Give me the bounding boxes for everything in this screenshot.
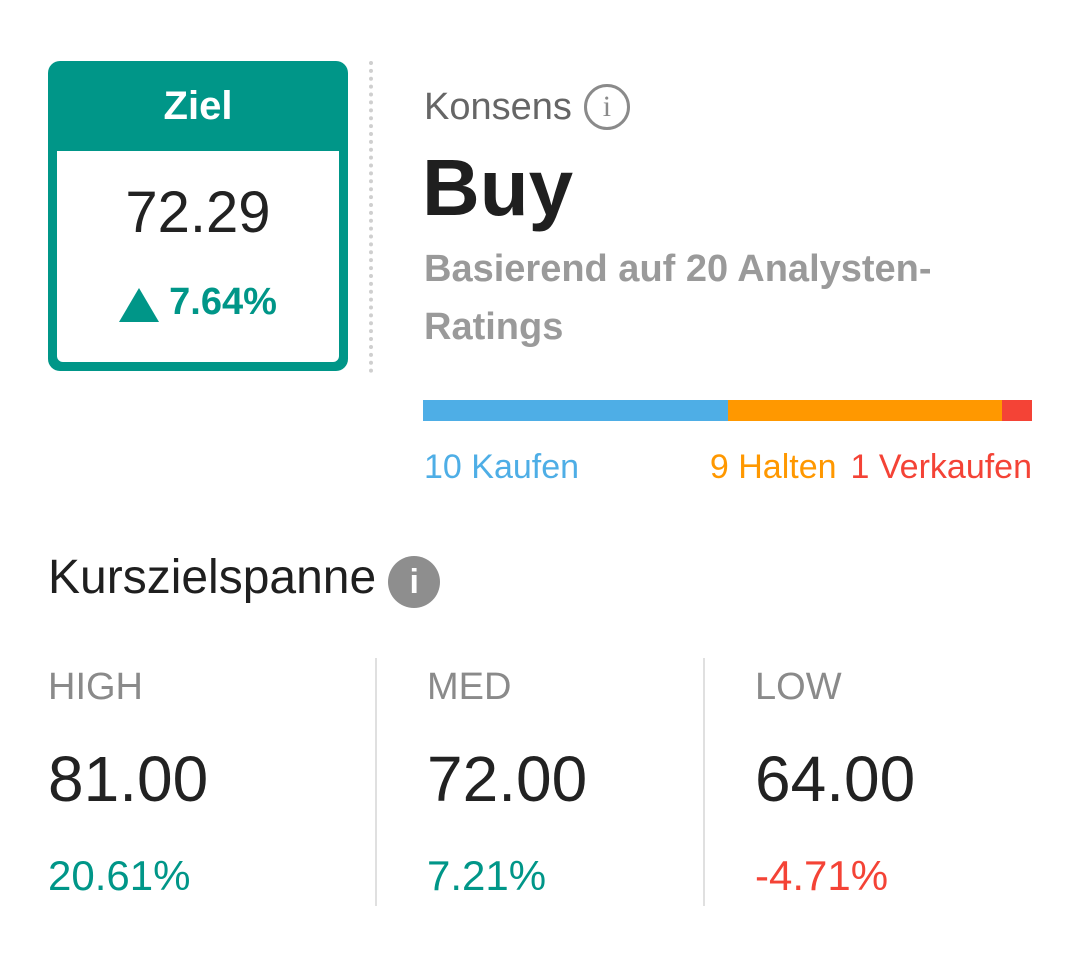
range-percent: 7.21% [427,852,547,899]
rating-bar-buy [423,400,728,421]
price-range-title: Kurszielspanne i [48,546,441,608]
legend-sell: 1 Verkaufen [850,448,1032,486]
range-percent: 20.61% [48,852,191,899]
target-header: Ziel [163,83,233,128]
rating-bar-sell [1001,400,1032,421]
range-column-low: LOW 64.00 -4.71% [703,658,1035,906]
consensus-subtitle: Basierend auf 20 Analysten-Ratings [424,248,932,348]
range-label: HIGH [48,666,143,708]
dotted-divider [369,61,373,373]
target-value: 72.29 [125,180,271,245]
range-value: 72.00 [427,743,588,815]
triangle-up-icon [119,287,160,322]
target-change-value: 7.64% [169,281,277,323]
range-column-high: HIGH 81.00 20.61% [48,658,374,906]
range-value: 64.00 [755,743,916,815]
consensus-label-text: Konsens [424,85,572,128]
price-range-title-text: Kurszielspanne [48,550,377,604]
range-percent: -4.71% [755,852,889,899]
target-change: 7.64% [57,281,339,324]
legend-buy: 10 Kaufen [424,448,580,486]
range-column-med: MED 72.00 7.21% [375,658,703,906]
target-card: Ziel 72.29 7.64% [48,61,348,371]
rating-distribution-bar [423,400,1032,421]
consensus-label: Konsens i [424,84,630,130]
target-body: 72.29 7.64% [57,151,339,362]
rating-bar-hold [727,400,1002,421]
rating-legend: 10 Kaufen 9 Halten 1 Verkaufen [424,448,1032,487]
consensus-rating: Buy [422,143,574,232]
info-outline-icon[interactable]: i [583,84,630,130]
range-label: MED [427,666,512,708]
range-value: 81.00 [48,743,209,815]
legend-hold: 9 Halten [709,448,837,486]
range-label: LOW [755,666,842,708]
info-filled-icon[interactable]: i [388,556,441,608]
